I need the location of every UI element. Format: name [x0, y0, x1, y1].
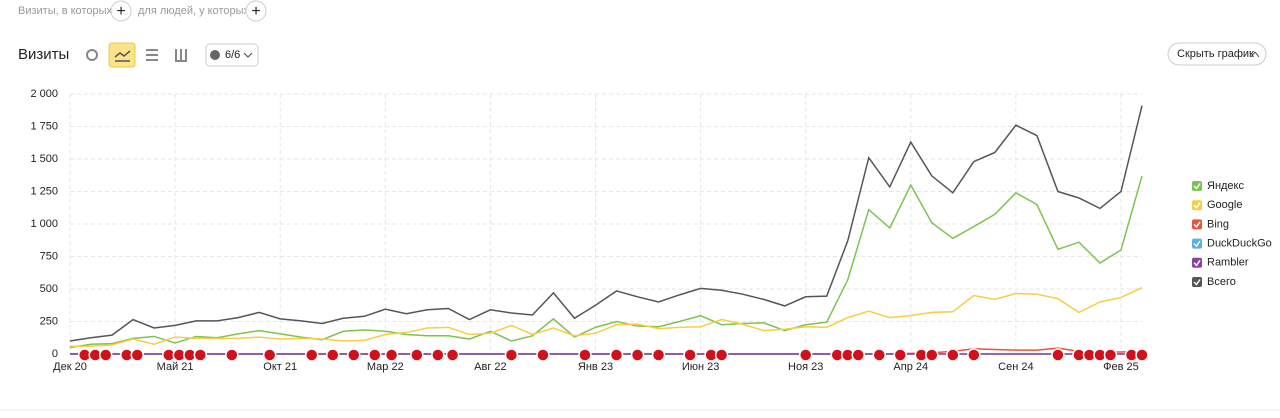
annotation-marker: [683, 348, 697, 362]
annotation-marker: [304, 348, 319, 362]
x-tick-label: Дек 20: [53, 361, 87, 373]
pie-view-button[interactable]: [86, 49, 98, 61]
y-tick-label: 0: [52, 348, 58, 360]
legend-check: [1193, 221, 1201, 229]
bar-view-button[interactable]: [175, 49, 187, 62]
add-filter-button[interactable]: [110, 0, 132, 22]
y-tick-label: 250: [40, 315, 58, 327]
hide-chart-label: Скрыть график: [1177, 48, 1254, 60]
hide-chart-button[interactable]: [1167, 42, 1267, 66]
y-tick-label: 1 000: [30, 218, 58, 230]
y-tick-label: 1 750: [30, 120, 58, 132]
legend-label: Всего: [1207, 276, 1236, 288]
annotation-marker: [193, 348, 208, 362]
x-tick-label: Ноя 23: [788, 361, 823, 373]
legend-label: Rambler: [1207, 257, 1249, 269]
legend-checkbox[interactable]: [1192, 238, 1202, 249]
legend-label: Google: [1207, 199, 1242, 211]
x-tick-label: Авг 22: [474, 361, 506, 373]
legend-checkbox[interactable]: [1192, 277, 1202, 287]
x-tick-label: Мар 22: [367, 361, 404, 373]
annotation-marker: [325, 348, 340, 362]
filter-label: для людей, у которых: [138, 5, 249, 17]
legend-check: [1193, 259, 1201, 267]
annotation-marker: [536, 348, 550, 362]
chart-title: Визиты: [18, 46, 69, 63]
annotation-marker: [925, 348, 939, 362]
legend-label: Яндекс: [1207, 180, 1244, 192]
annotation-marker: [609, 348, 624, 362]
segments-icon: [210, 50, 220, 60]
annotation-marker: [445, 348, 460, 362]
annotation-marker: [851, 348, 865, 362]
annotation-marker: [946, 348, 960, 362]
annotation-marker: [1051, 348, 1065, 362]
y-tick-label: 750: [40, 250, 58, 262]
annotation-marker: [368, 348, 382, 362]
stack-view-button[interactable]: [146, 49, 158, 61]
y-tick-label: 1 250: [30, 185, 58, 197]
add-filter-icon[interactable]: +: [251, 3, 260, 20]
y-tick-label: 2 000: [30, 88, 58, 100]
y-tick-label: 500: [40, 283, 58, 295]
annotation-marker: [630, 348, 645, 362]
add-filter-button[interactable]: [245, 0, 267, 22]
filter-label: Визиты, в которых: [18, 5, 112, 17]
annotation-marker: [384, 348, 399, 362]
annotation-marker: [714, 348, 729, 362]
annotation-marker: [1135, 348, 1149, 362]
annotation-marker: [798, 348, 813, 362]
legend-check: [1193, 240, 1201, 248]
legend-checkbox[interactable]: [1192, 257, 1202, 268]
annotation-marker: [98, 348, 113, 362]
series-line: [69, 105, 1143, 342]
legend-checkbox[interactable]: [1192, 219, 1202, 230]
annotation-marker: [578, 348, 592, 362]
series-line: [69, 175, 1143, 349]
x-tick-label: Сен 24: [998, 361, 1033, 373]
annotation-marker: [431, 348, 445, 362]
x-tick-label: Фев 25: [1103, 361, 1139, 373]
legend-label: Bing: [1207, 218, 1229, 230]
dropdown-arrow: [243, 52, 253, 58]
annotation-marker: [262, 348, 277, 362]
annotation-marker: [504, 348, 519, 362]
legend-check: [1193, 202, 1201, 209]
y-tick-label: 1 500: [30, 153, 58, 165]
line-view-icon: [114, 50, 131, 62]
legend-checkbox[interactable]: [1192, 181, 1202, 191]
collapse-arrow: [1250, 51, 1260, 58]
series-line: [70, 287, 1143, 347]
segments-dropdown[interactable]: [205, 43, 259, 67]
annotation-marker: [410, 348, 424, 362]
annotation-marker: [130, 348, 145, 362]
annotation-marker: [1103, 348, 1118, 362]
x-tick-label: Апр 24: [893, 361, 928, 373]
x-tick-label: Май 21: [157, 361, 194, 373]
x-tick-label: Июн 23: [682, 361, 720, 373]
x-tick-label: Окт 21: [263, 361, 297, 373]
legend-check: [1193, 279, 1201, 286]
add-filter-icon[interactable]: +: [116, 3, 125, 20]
annotation-marker: [347, 348, 361, 362]
annotation-marker: [872, 348, 887, 362]
annotation-marker: [225, 348, 239, 362]
legend-checkbox[interactable]: [1192, 200, 1202, 211]
annotation-marker: [893, 348, 908, 362]
legend-label: DuckDuckGo: [1207, 238, 1272, 250]
chart: 0 250 500 750 1 000 1 250 1 500 1 750 2 000 Дек 2…: [30, 88, 1271, 373]
segments-count: 6/6: [225, 49, 240, 61]
legend-check: [1193, 183, 1201, 190]
x-tick-label: Янв 23: [578, 361, 613, 373]
annotation-marker: [651, 348, 666, 362]
annotation-marker: [967, 348, 981, 362]
